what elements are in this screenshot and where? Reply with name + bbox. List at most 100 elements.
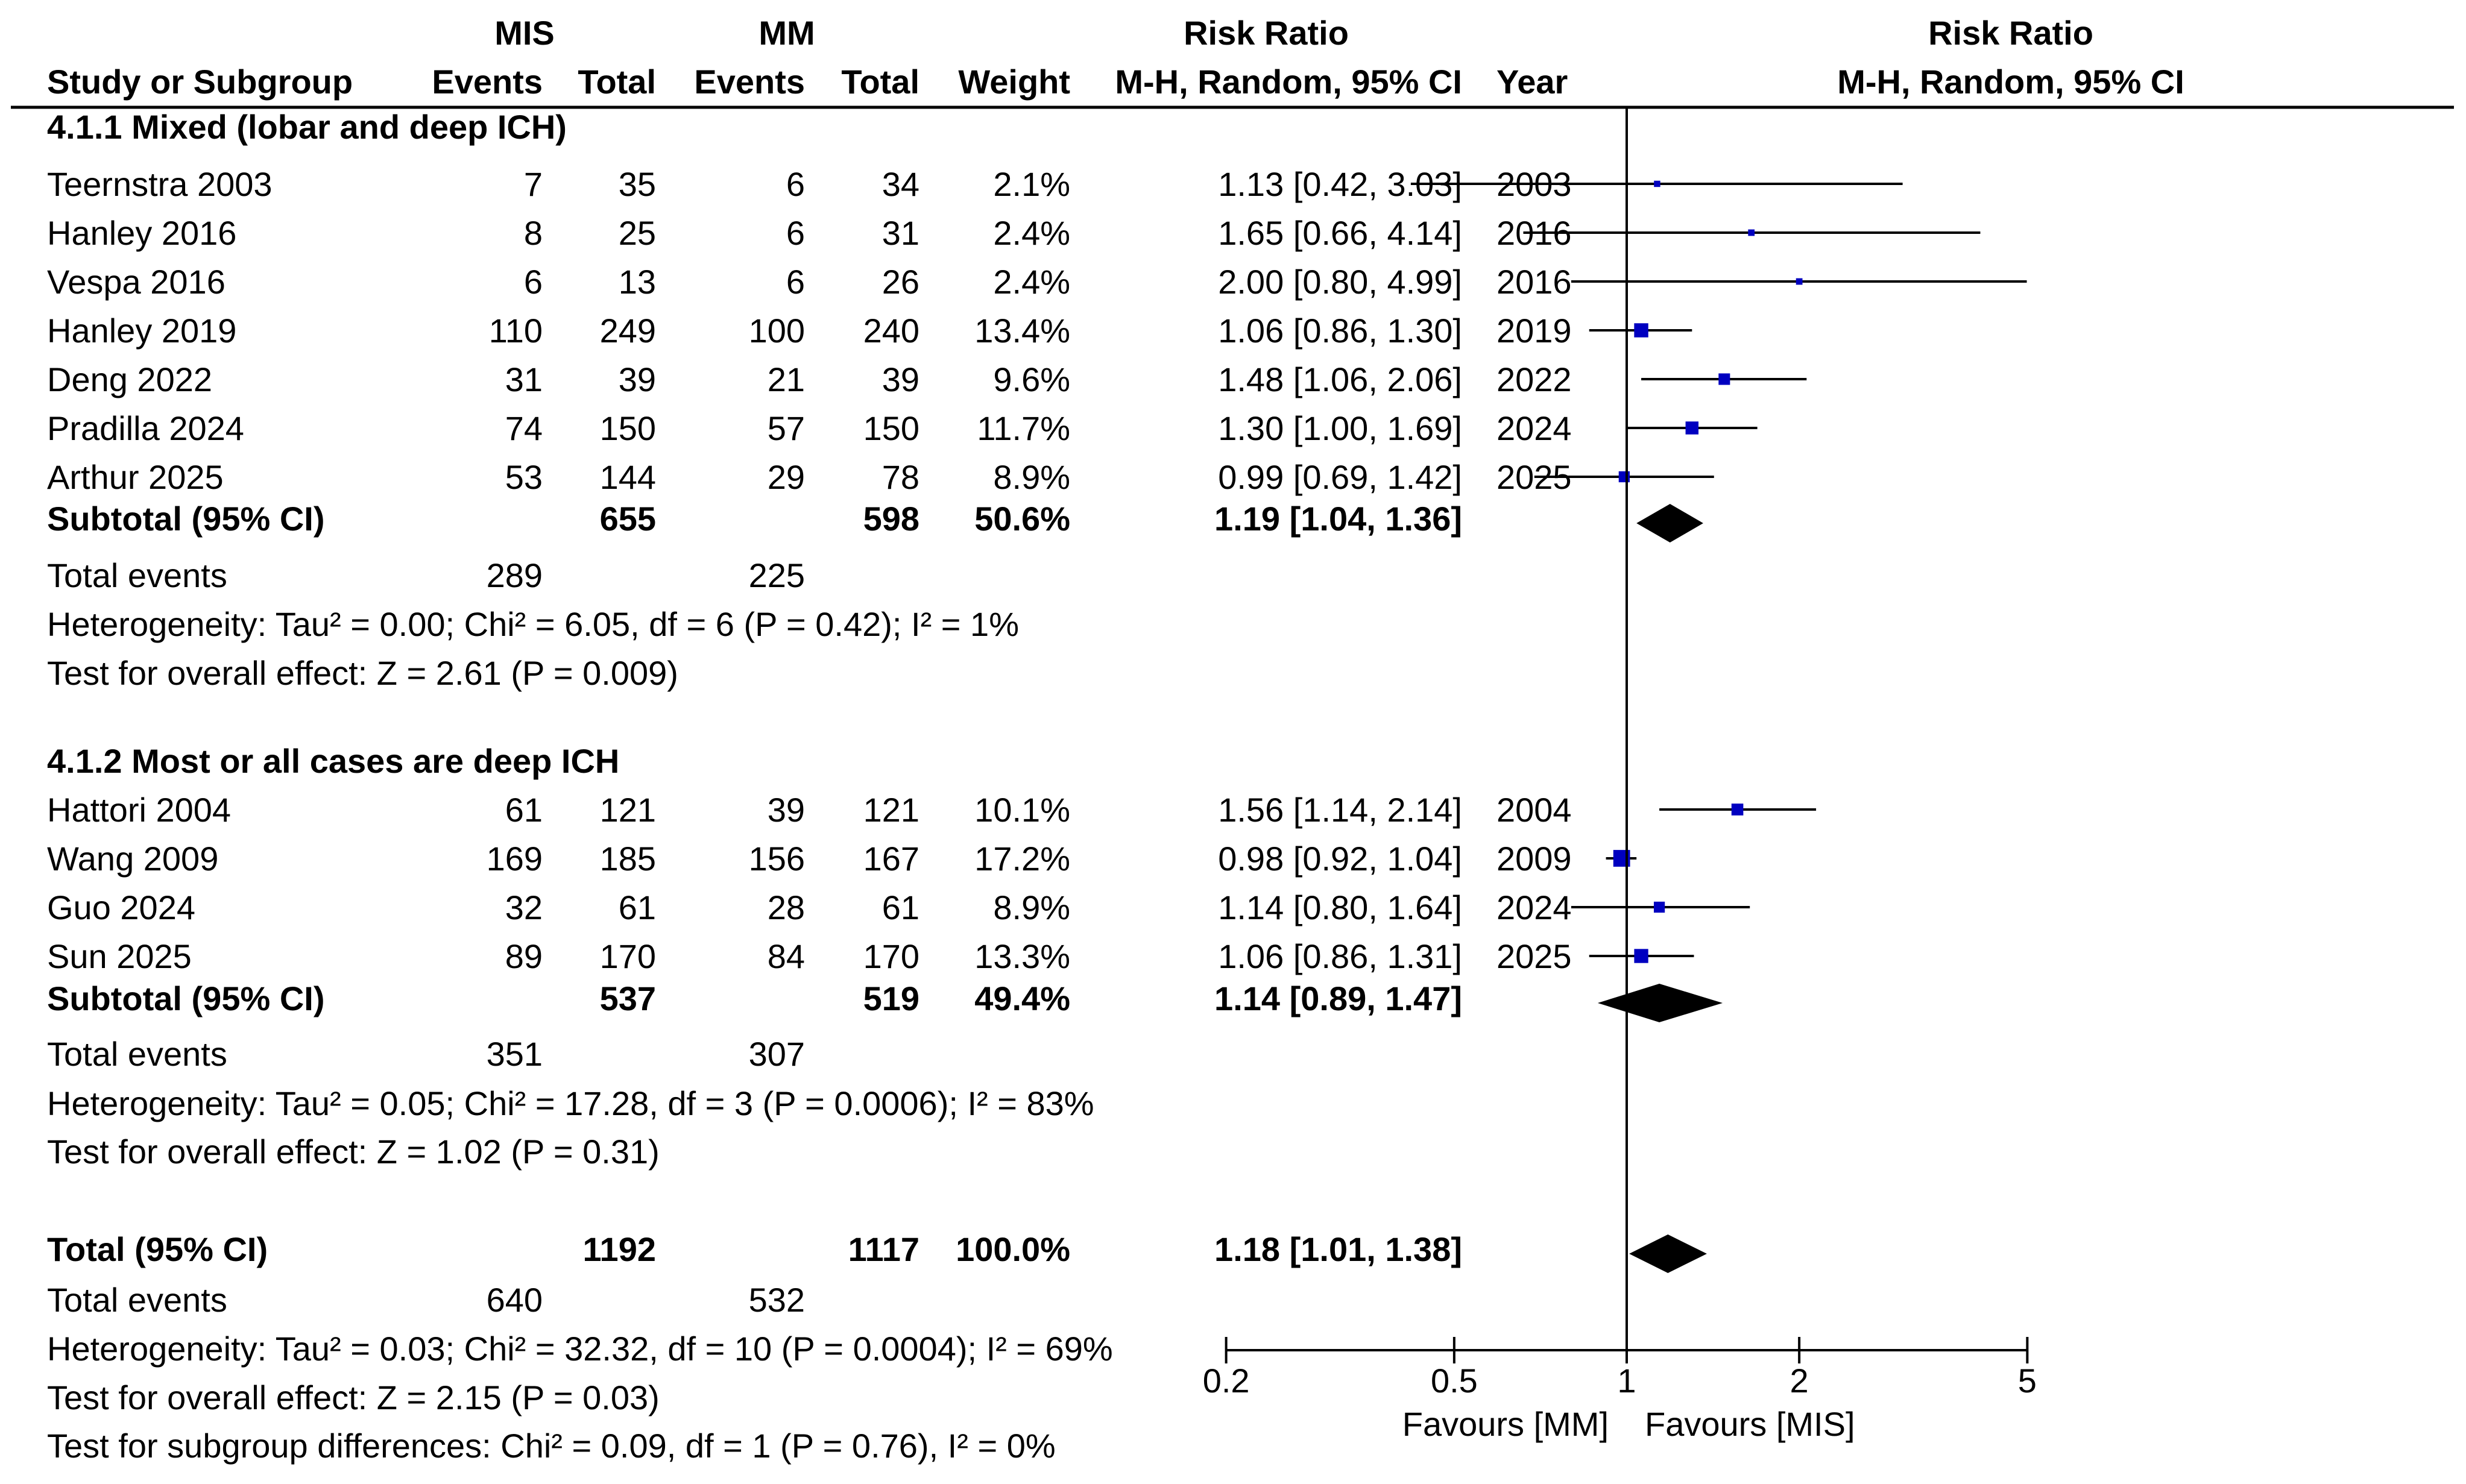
pooled-total-mis: 655 — [600, 500, 656, 538]
total-mm-cell: 121 — [863, 791, 919, 829]
plot-subtitle: M-H, Random, 95% CI — [1837, 63, 2184, 101]
weight-cell: 2.4% — [993, 214, 1070, 252]
total-events-mis: 289 — [487, 556, 543, 594]
events-mm-cell: 84 — [768, 937, 805, 975]
x-axis-tick-label: 0.2 — [1203, 1362, 1250, 1400]
events-mis-cell: 31 — [505, 360, 543, 398]
group2-header: MM — [758, 14, 815, 52]
weight-cell: 8.9% — [993, 458, 1070, 496]
pooled-risk-ratio-ci: 1.18 [1.01, 1.38] — [1214, 1230, 1462, 1268]
year-cell: 2004 — [1496, 791, 1572, 829]
events-mis-cell: 74 — [505, 409, 543, 447]
column-header-total-mm: Total — [841, 63, 919, 101]
weight-cell: 13.3% — [974, 937, 1070, 975]
events-mm-cell: 6 — [786, 214, 805, 252]
column-header-study: Study or Subgroup — [47, 63, 353, 101]
weight-cell: 2.4% — [993, 263, 1070, 301]
total-mm-cell: 61 — [882, 888, 919, 926]
group1-header: MIS — [494, 14, 555, 52]
point-estimate-marker — [1654, 180, 1660, 187]
study-name: Pradilla 2024 — [47, 409, 244, 447]
study-name: Arthur 2025 — [47, 458, 224, 496]
events-mis-cell: 110 — [489, 312, 543, 350]
weight-cell: 17.2% — [974, 840, 1070, 878]
column-header-events-mis: Events — [432, 63, 543, 101]
total-events-label: Total events — [47, 1281, 227, 1319]
pooled-estimate-label: Subtotal (95% CI) — [47, 500, 324, 538]
study-name: Hanley 2019 — [47, 312, 236, 350]
pooled-weight: 49.4% — [974, 979, 1070, 1017]
point-estimate-marker — [1634, 323, 1648, 338]
pooled-total-mm: 519 — [863, 979, 919, 1017]
total-mis-cell: 185 — [600, 840, 656, 878]
pooled-weight: 100.0% — [956, 1230, 1070, 1268]
statistics-note: Test for overall effect: Z = 1.02 (P = 0… — [47, 1133, 660, 1171]
weight-cell: 11.7% — [977, 409, 1070, 447]
pooled-risk-ratio-ci: 1.14 [0.89, 1.47] — [1214, 979, 1462, 1017]
column-header-ci: M-H, Random, 95% CI — [1115, 63, 1462, 101]
total-mm-cell: 170 — [863, 937, 919, 975]
events-mm-cell: 29 — [768, 458, 805, 496]
pooled-risk-ratio-ci: 1.19 [1.04, 1.36] — [1214, 500, 1462, 538]
study-name: Hattori 2004 — [47, 791, 231, 829]
events-mis-cell: 7 — [524, 165, 543, 203]
total-mm-cell: 240 — [863, 312, 919, 350]
point-estimate-marker — [1618, 471, 1630, 483]
total-mis-cell: 249 — [600, 312, 656, 350]
point-estimate-marker — [1748, 229, 1755, 236]
statistics-note: Test for overall effect: Z = 2.61 (P = 0… — [47, 654, 678, 692]
total-mis-cell: 144 — [600, 458, 656, 496]
weight-cell: 10.1% — [974, 791, 1070, 829]
events-mm-cell: 156 — [749, 840, 805, 878]
column-header-total-mis: Total — [578, 63, 656, 101]
study-name: Hanley 2016 — [47, 214, 236, 252]
events-mis-cell: 89 — [505, 937, 543, 975]
pooled-diamond — [1597, 984, 1723, 1022]
total-mm-cell: 39 — [882, 360, 919, 398]
total-mis-cell: 61 — [619, 888, 656, 926]
study-name: Wang 2009 — [47, 840, 218, 878]
pooled-total-mis: 1192 — [583, 1230, 657, 1268]
column-header-year: Year — [1496, 63, 1568, 101]
events-mis-cell: 6 — [524, 263, 543, 301]
risk-ratio-ci-cell: 2.00 [0.80, 4.99] — [1218, 263, 1462, 301]
year-cell: 2024 — [1496, 409, 1572, 447]
risk-ratio-ci-cell: 0.99 [0.69, 1.42] — [1218, 458, 1462, 496]
total-mm-cell: 31 — [882, 214, 919, 252]
weight-cell: 8.9% — [993, 888, 1070, 926]
total-mm-cell: 34 — [882, 165, 919, 203]
x-axis-tick-label: 0.5 — [1431, 1362, 1478, 1400]
study-name: Teernstra 2003 — [47, 165, 273, 203]
events-mm-cell: 6 — [786, 165, 805, 203]
risk-ratio-ci-cell: 1.65 [0.66, 4.14] — [1218, 214, 1462, 252]
study-name: Sun 2025 — [47, 937, 192, 975]
point-estimate-marker — [1634, 949, 1648, 963]
subgroup-heading: 4.1.1 Mixed (lobar and deep ICH) — [47, 108, 567, 146]
risk-ratio-ci-cell: 0.98 [0.92, 1.04] — [1218, 840, 1462, 878]
total-events-mis: 640 — [487, 1281, 543, 1319]
subgroup-heading: 4.1.2 Most or all cases are deep ICH — [47, 742, 619, 780]
pooled-total-mm: 1117 — [848, 1230, 919, 1268]
events-mis-cell: 32 — [505, 888, 543, 926]
events-mis-cell: 8 — [524, 214, 543, 252]
pooled-estimate-label: Subtotal (95% CI) — [47, 979, 324, 1017]
pooled-total-mis: 537 — [600, 979, 656, 1017]
total-events-label: Total events — [47, 556, 227, 594]
weight-cell: 13.4% — [974, 312, 1070, 350]
total-events-mis: 351 — [487, 1035, 543, 1073]
total-mm-cell: 26 — [882, 263, 919, 301]
total-mis-cell: 25 — [619, 214, 656, 252]
total-mm-cell: 167 — [863, 840, 919, 878]
total-mis-cell: 121 — [600, 791, 656, 829]
total-mm-cell: 150 — [863, 409, 919, 447]
pooled-estimate-label: Total (95% CI) — [47, 1230, 268, 1268]
events-mm-cell: 28 — [768, 888, 805, 926]
weight-cell: 2.1% — [993, 165, 1070, 203]
risk-ratio-header: Risk Ratio — [1184, 14, 1349, 52]
risk-ratio-ci-cell: 1.30 [1.00, 1.69] — [1218, 409, 1462, 447]
risk-ratio-ci-cell: 1.06 [0.86, 1.31] — [1218, 937, 1462, 975]
total-mis-cell: 13 — [619, 263, 656, 301]
total-events-mm: 307 — [749, 1035, 805, 1073]
study-name: Guo 2024 — [47, 888, 195, 926]
